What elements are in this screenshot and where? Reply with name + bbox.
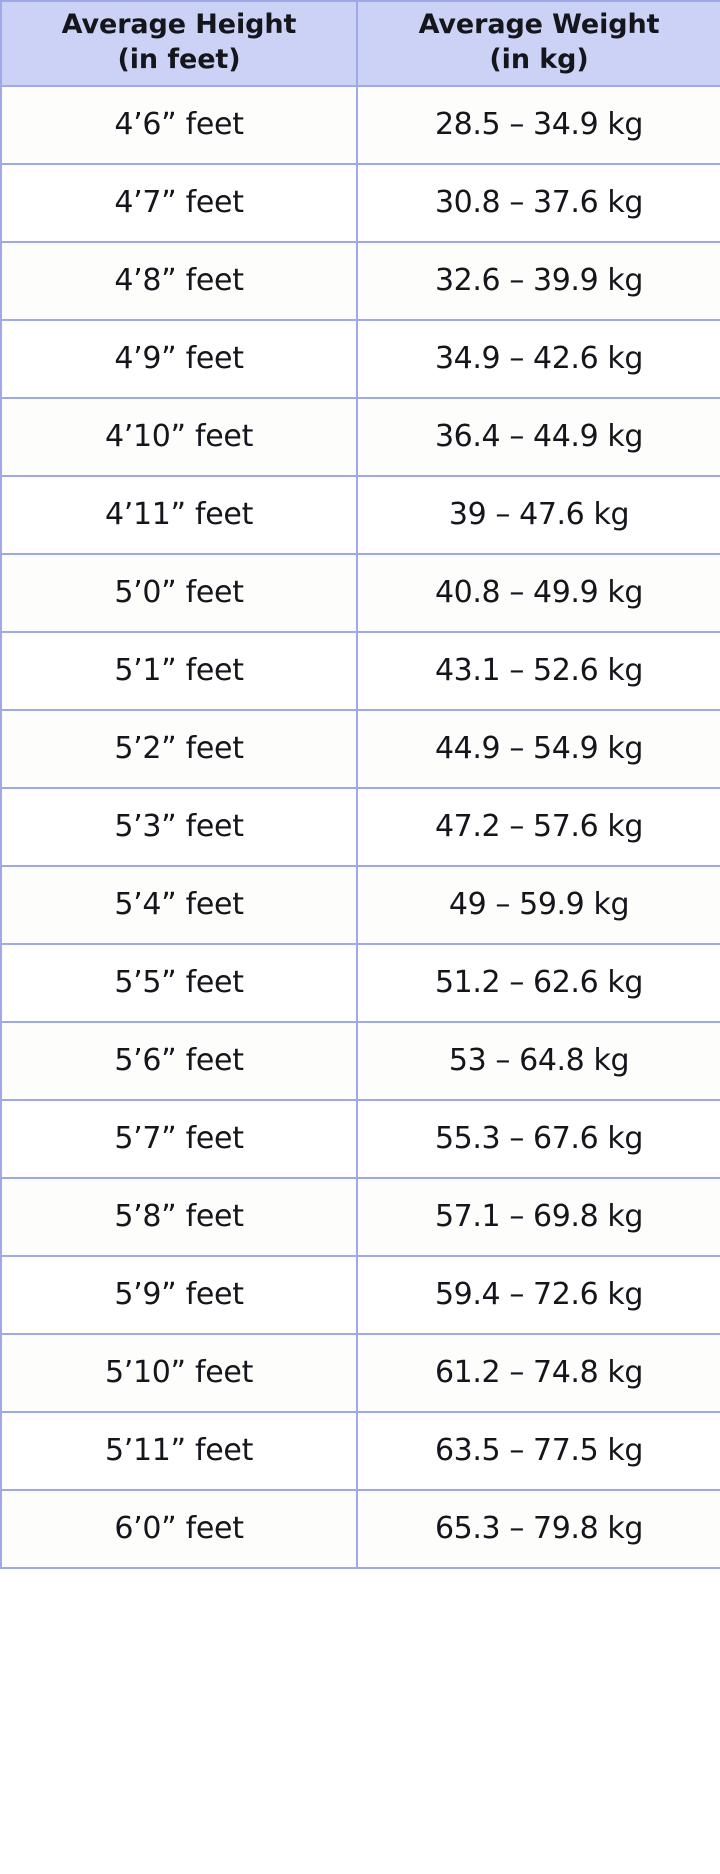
cell-average-height: 5’4” feet (0, 865, 358, 945)
cell-average-weight: 28.5 – 34.9 kg (356, 85, 720, 165)
cell-average-height: 4’9” feet (0, 319, 358, 399)
cell-average-height: 6’0” feet (0, 1489, 358, 1569)
cell-average-height: 5’3” feet (0, 787, 358, 867)
table-row: 4’7” feet 30.8 – 37.6 kg (0, 163, 720, 243)
table-header-row: Average Height (in feet) Average Weight … (0, 0, 720, 87)
table-row: 4’11” feet 39 – 47.6 kg (0, 475, 720, 555)
cell-average-height: 5’2” feet (0, 709, 358, 789)
cell-average-weight: 61.2 – 74.8 kg (356, 1333, 720, 1413)
table-row: 5’3” feet 47.2 – 57.6 kg (0, 787, 720, 867)
height-weight-chart-table: Average Height (in feet) Average Weight … (0, 0, 720, 1569)
table-header: Average Height (in feet) Average Weight … (0, 0, 720, 87)
table-row: 4’9” feet 34.9 – 42.6 kg (0, 319, 720, 399)
column-header-height-line2: (in feet) (117, 43, 241, 75)
cell-average-height: 5’8” feet (0, 1177, 358, 1257)
cell-average-height: 4’10” feet (0, 397, 358, 477)
cell-average-height: 4’8” feet (0, 241, 358, 321)
cell-average-height: 4’11” feet (0, 475, 358, 555)
column-header-average-height: Average Height (in feet) (0, 0, 358, 87)
cell-average-weight: 34.9 – 42.6 kg (356, 319, 720, 399)
cell-average-weight: 32.6 – 39.9 kg (356, 241, 720, 321)
table-row: 5’6” feet 53 – 64.8 kg (0, 1021, 720, 1101)
table-row: 5’2” feet 44.9 – 54.9 kg (0, 709, 720, 789)
cell-average-height: 5’9” feet (0, 1255, 358, 1335)
cell-average-height: 5’6” feet (0, 1021, 358, 1101)
cell-average-height: 5’0” feet (0, 553, 358, 633)
cell-average-height: 4’7” feet (0, 163, 358, 243)
table-row: 5’8” feet 57.1 – 69.8 kg (0, 1177, 720, 1257)
table-body: 4’6” feet 28.5 – 34.9 kg 4’7” feet 30.8 – 3… (0, 85, 720, 1569)
column-header-weight-line2: (in kg) (489, 43, 589, 75)
cell-average-height: 5’11” feet (0, 1411, 358, 1491)
column-header-average-weight: Average Weight (in kg) (356, 0, 720, 87)
table-row: 4’6” feet 28.5 – 34.9 kg (0, 85, 720, 165)
column-header-height-line1: Average Height (61, 9, 297, 41)
cell-average-weight: 39 – 47.6 kg (356, 475, 720, 555)
cell-average-weight: 59.4 – 72.6 kg (356, 1255, 720, 1335)
cell-average-weight: 44.9 – 54.9 kg (356, 709, 720, 789)
cell-average-height: 5’7” feet (0, 1099, 358, 1179)
cell-average-height: 5’1” feet (0, 631, 358, 711)
cell-average-weight: 63.5 – 77.5 kg (356, 1411, 720, 1491)
cell-average-weight: 47.2 – 57.6 kg (356, 787, 720, 867)
table-row: 4’10” feet 36.4 – 44.9 kg (0, 397, 720, 477)
table-row: 4’8” feet 32.6 – 39.9 kg (0, 241, 720, 321)
cell-average-height: 5’10” feet (0, 1333, 358, 1413)
table-row: 5’4” feet 49 – 59.9 kg (0, 865, 720, 945)
cell-average-weight: 57.1 – 69.8 kg (356, 1177, 720, 1257)
cell-average-weight: 51.2 – 62.6 kg (356, 943, 720, 1023)
cell-average-weight: 49 – 59.9 kg (356, 865, 720, 945)
table-row: 5’5” feet 51.2 – 62.6 kg (0, 943, 720, 1023)
cell-average-height: 5’5” feet (0, 943, 358, 1023)
table-row: 5’0” feet 40.8 – 49.9 kg (0, 553, 720, 633)
cell-average-weight: 43.1 – 52.6 kg (356, 631, 720, 711)
cell-average-weight: 40.8 – 49.9 kg (356, 553, 720, 633)
cell-average-weight: 36.4 – 44.9 kg (356, 397, 720, 477)
column-header-weight-line1: Average Weight (418, 9, 660, 41)
cell-average-weight: 53 – 64.8 kg (356, 1021, 720, 1101)
table-row: 5’10” feet 61.2 – 74.8 kg (0, 1333, 720, 1413)
cell-average-weight: 65.3 – 79.8 kg (356, 1489, 720, 1569)
cell-average-weight: 55.3 – 67.6 kg (356, 1099, 720, 1179)
table-row: 5’7” feet 55.3 – 67.6 kg (0, 1099, 720, 1179)
cell-average-height: 4’6” feet (0, 85, 358, 165)
table-row: 5’9” feet 59.4 – 72.6 kg (0, 1255, 720, 1335)
table-row: 6’0” feet 65.3 – 79.8 kg (0, 1489, 720, 1569)
table-row: 5’1” feet 43.1 – 52.6 kg (0, 631, 720, 711)
table-row: 5’11” feet 63.5 – 77.5 kg (0, 1411, 720, 1491)
cell-average-weight: 30.8 – 37.6 kg (356, 163, 720, 243)
